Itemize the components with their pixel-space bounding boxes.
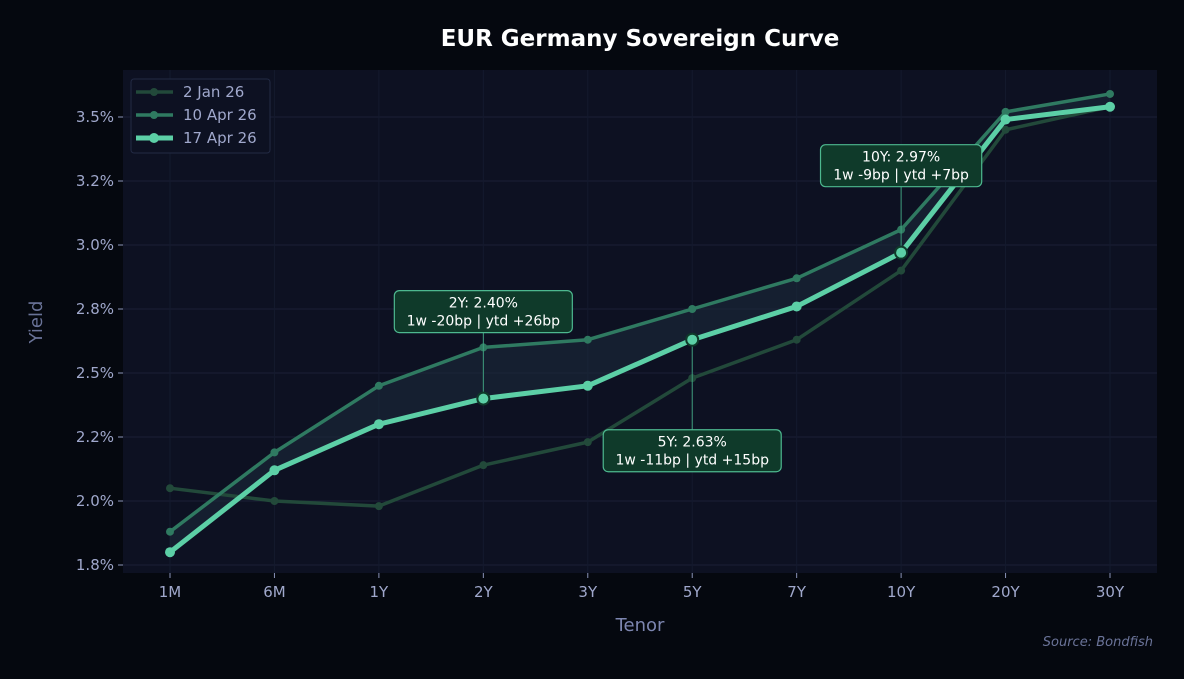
- data-point: [791, 301, 802, 312]
- data-point: [373, 419, 384, 430]
- y-tick-label: 2.8%: [76, 300, 114, 318]
- legend-item: 2 Jan 26: [136, 83, 244, 101]
- y-tick-label: 3.2%: [76, 172, 114, 190]
- y-tick-label: 3.0%: [76, 236, 114, 254]
- legend-label: 2 Jan 26: [183, 83, 244, 101]
- annotation-title: 5Y: 2.63%: [658, 435, 727, 451]
- data-point: [582, 380, 593, 391]
- legend: 2 Jan 26 10 Apr 26 17 Apr 26: [130, 78, 271, 154]
- source-note: Source: Bondfish: [1043, 635, 1153, 650]
- annotation-10y: 10Y: 2.97% 1w -9bp | ytd +7bp: [819, 144, 983, 260]
- y-tick-label: 2.0%: [76, 492, 114, 510]
- data-point: [270, 448, 279, 457]
- y-tick-label: 2.2%: [76, 428, 114, 446]
- annotation-detail: 1w -20bp | ytd +26bp: [407, 314, 561, 330]
- legend-item: 17 Apr 26: [136, 129, 257, 147]
- annotation-detail: 1w -11bp | ytd +15bp: [615, 453, 769, 469]
- data-point: [1001, 125, 1010, 134]
- x-tick-label: 10Y: [887, 583, 916, 601]
- legend-marker: [150, 88, 158, 96]
- data-point: [792, 335, 801, 344]
- data-point: [1106, 89, 1114, 98]
- legend-marker: [150, 111, 158, 119]
- data-point: [583, 335, 592, 344]
- x-tick-label: 2Y: [474, 583, 494, 601]
- data-point: [374, 381, 383, 390]
- plot-area: [123, 70, 1157, 573]
- series-line: [169, 105, 1111, 508]
- data-point: [270, 497, 279, 505]
- data-point: [1001, 107, 1010, 116]
- x-axis-label: Tenor: [615, 615, 665, 636]
- y-tick-label: 2.5%: [76, 364, 114, 382]
- legend-marker: [149, 133, 159, 143]
- x-tick-label: 3Y: [578, 583, 598, 601]
- annotation-box: [602, 429, 782, 473]
- x-tick-label: 7Y: [787, 583, 807, 601]
- annotation-detail: 1w -9bp | ytd +7bp: [833, 168, 969, 184]
- data-point: [269, 465, 280, 476]
- annotation-2y: 2Y: 2.40% 1w -20bp | ytd +26bp: [393, 290, 573, 406]
- chart-title: EUR Germany Sovereign Curve: [441, 26, 840, 52]
- legend-item: 10 Apr 26: [136, 106, 257, 124]
- data-point: [792, 274, 801, 283]
- data-point: [688, 305, 697, 313]
- y-tick-label: 3.5%: [76, 108, 114, 126]
- annotation-5y: 5Y: 2.63% 1w -11bp | ytd +15bp: [602, 332, 782, 473]
- x-tick-label: 1Y: [370, 583, 390, 601]
- data-point: [479, 461, 488, 470]
- legend-label: 10 Apr 26: [183, 106, 257, 124]
- data-point: [583, 438, 592, 447]
- data-point: [166, 484, 174, 493]
- data-point: [1000, 114, 1011, 125]
- annotation-marker: [476, 391, 491, 406]
- legend-box: [130, 78, 271, 154]
- x-tick-label: 6M: [263, 583, 286, 601]
- annotation-marker: [894, 245, 909, 260]
- annotation-box: [393, 290, 573, 334]
- x-tick-label: 5Y: [683, 583, 703, 601]
- data-point: [1105, 101, 1115, 112]
- x-tick-label: 30Y: [1096, 583, 1125, 601]
- data-point: [165, 547, 175, 558]
- x-tick-label: 20Y: [991, 583, 1020, 601]
- annotation-marker: [685, 332, 700, 347]
- data-point: [897, 266, 906, 275]
- y-axis-label: Yield: [26, 301, 47, 345]
- annotation-title: 2Y: 2.40%: [449, 296, 518, 312]
- legend-label: 17 Apr 26: [183, 129, 257, 147]
- y-tick-label: 1.8%: [76, 556, 114, 574]
- x-tick-label: 1M: [159, 583, 182, 601]
- annotation-box: [819, 144, 983, 188]
- data-point: [374, 502, 383, 511]
- data-point: [166, 527, 174, 536]
- annotation-title: 10Y: 2.97%: [862, 150, 940, 166]
